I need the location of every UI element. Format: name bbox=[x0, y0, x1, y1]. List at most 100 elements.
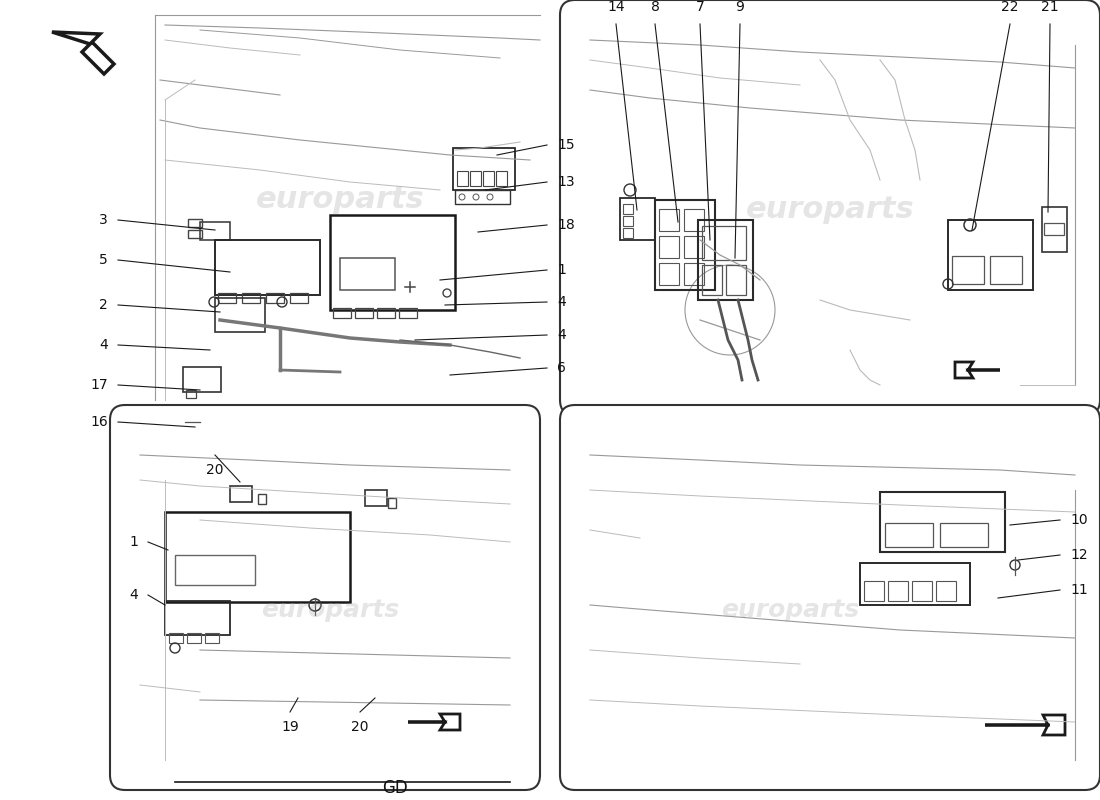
Polygon shape bbox=[52, 32, 114, 74]
Bar bbox=[242, 293, 260, 303]
Bar bbox=[684, 236, 704, 258]
Bar bbox=[200, 222, 230, 240]
Text: 2: 2 bbox=[99, 298, 108, 312]
Text: 19: 19 bbox=[282, 720, 299, 734]
Polygon shape bbox=[408, 714, 460, 730]
FancyBboxPatch shape bbox=[560, 405, 1100, 790]
Bar bbox=[456, 171, 468, 186]
Bar bbox=[948, 220, 1033, 290]
Text: 4: 4 bbox=[557, 295, 565, 309]
Polygon shape bbox=[984, 715, 1065, 735]
Text: europarts: europarts bbox=[720, 598, 859, 622]
Bar bbox=[952, 256, 984, 284]
Bar bbox=[1042, 207, 1067, 252]
Bar bbox=[483, 171, 494, 186]
Bar bbox=[453, 148, 515, 190]
Text: 16: 16 bbox=[90, 415, 108, 429]
Bar bbox=[175, 555, 255, 585]
Text: 20: 20 bbox=[351, 720, 369, 734]
Bar bbox=[886, 523, 933, 547]
Text: europarts: europarts bbox=[255, 186, 425, 214]
FancyBboxPatch shape bbox=[110, 405, 540, 790]
Bar bbox=[186, 390, 196, 398]
Text: 21: 21 bbox=[1042, 0, 1059, 14]
Bar bbox=[230, 486, 252, 502]
Bar bbox=[936, 581, 956, 601]
Bar bbox=[340, 258, 395, 290]
Text: 10: 10 bbox=[1070, 513, 1088, 527]
Bar bbox=[698, 220, 754, 300]
Bar bbox=[623, 204, 632, 214]
Bar bbox=[165, 601, 230, 635]
Bar bbox=[623, 228, 632, 238]
Text: 3: 3 bbox=[99, 213, 108, 227]
Text: 1: 1 bbox=[557, 263, 565, 277]
Bar bbox=[940, 523, 988, 547]
Text: GD: GD bbox=[382, 779, 408, 797]
Text: 14: 14 bbox=[607, 0, 625, 14]
Bar bbox=[623, 216, 632, 226]
Bar bbox=[218, 293, 236, 303]
Bar bbox=[214, 240, 320, 295]
Bar bbox=[860, 563, 970, 605]
Bar bbox=[266, 293, 284, 303]
Bar bbox=[620, 198, 654, 240]
Text: europarts: europarts bbox=[746, 195, 914, 225]
Bar bbox=[183, 367, 221, 392]
Bar bbox=[702, 226, 746, 260]
Text: 7: 7 bbox=[695, 0, 704, 14]
Bar bbox=[188, 219, 202, 227]
Bar bbox=[912, 581, 932, 601]
Bar bbox=[165, 512, 350, 602]
Bar bbox=[880, 492, 1005, 552]
Bar bbox=[496, 171, 507, 186]
Bar bbox=[214, 298, 265, 332]
Text: 9: 9 bbox=[736, 0, 745, 14]
FancyBboxPatch shape bbox=[560, 0, 1100, 415]
Text: 17: 17 bbox=[90, 378, 108, 392]
Bar bbox=[258, 494, 266, 504]
Bar bbox=[365, 490, 387, 506]
Bar bbox=[659, 236, 679, 258]
Bar bbox=[470, 171, 481, 186]
Text: 5: 5 bbox=[99, 253, 108, 267]
Text: 20: 20 bbox=[207, 463, 223, 477]
Bar bbox=[659, 209, 679, 231]
Bar bbox=[990, 256, 1022, 284]
Text: 4: 4 bbox=[130, 588, 138, 602]
Bar bbox=[290, 293, 308, 303]
Bar bbox=[726, 265, 746, 295]
Bar bbox=[1044, 223, 1064, 235]
Bar bbox=[684, 209, 704, 231]
Bar bbox=[377, 308, 395, 318]
Text: 18: 18 bbox=[557, 218, 574, 232]
Bar bbox=[399, 308, 417, 318]
Bar bbox=[187, 633, 201, 643]
Bar bbox=[888, 581, 907, 601]
Text: 4: 4 bbox=[557, 328, 565, 342]
Bar bbox=[205, 633, 219, 643]
Bar bbox=[455, 190, 510, 204]
Polygon shape bbox=[955, 362, 1000, 378]
Bar bbox=[659, 263, 679, 285]
Text: 1: 1 bbox=[129, 535, 138, 549]
Bar bbox=[355, 308, 373, 318]
Text: 6: 6 bbox=[557, 361, 565, 375]
Bar bbox=[864, 581, 884, 601]
Bar bbox=[388, 498, 396, 508]
Text: 8: 8 bbox=[650, 0, 659, 14]
Bar bbox=[333, 308, 351, 318]
Text: 4: 4 bbox=[99, 338, 108, 352]
Text: 11: 11 bbox=[1070, 583, 1088, 597]
Bar bbox=[702, 265, 722, 295]
Bar bbox=[169, 633, 183, 643]
Text: 15: 15 bbox=[557, 138, 574, 152]
Bar bbox=[654, 200, 715, 290]
Bar bbox=[684, 263, 704, 285]
Bar bbox=[188, 230, 202, 238]
Text: europarts: europarts bbox=[261, 598, 399, 622]
Text: 13: 13 bbox=[557, 175, 574, 189]
Text: 12: 12 bbox=[1070, 548, 1088, 562]
Bar bbox=[330, 215, 455, 310]
Text: 22: 22 bbox=[1001, 0, 1019, 14]
